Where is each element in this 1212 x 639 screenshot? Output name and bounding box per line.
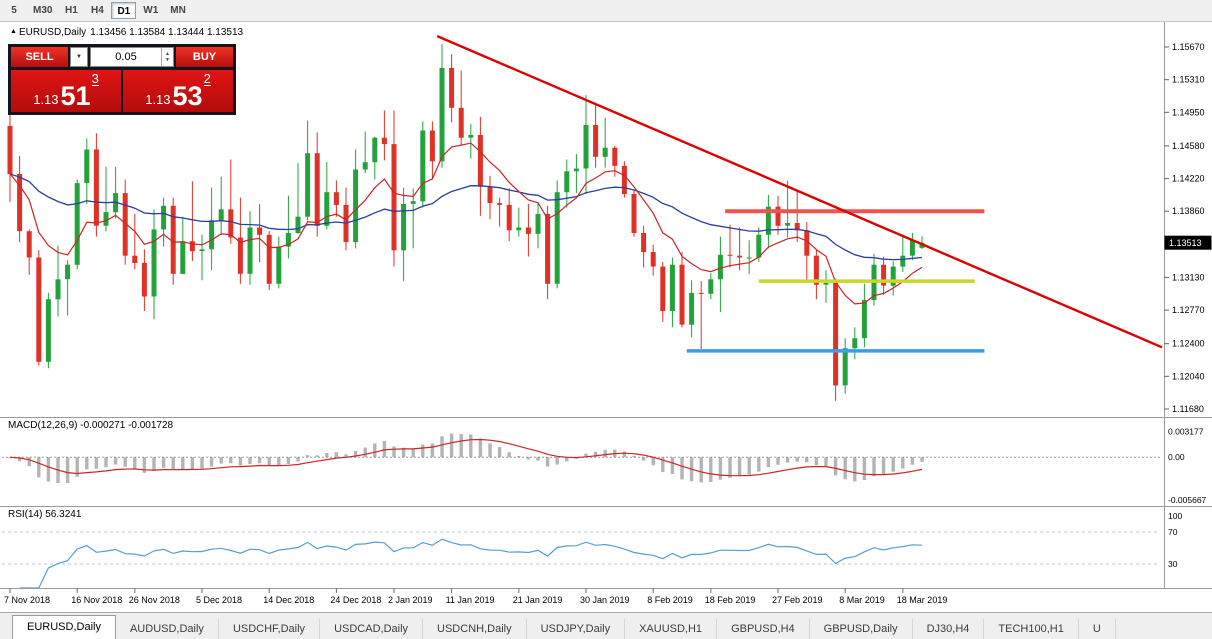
macd-histogram (8, 433, 924, 483)
svg-text:1.15670: 1.15670 (1172, 42, 1205, 52)
ma-fast-line (9, 142, 923, 305)
sell-price-pipette: 3 (91, 71, 99, 86)
svg-text:18 Mar 2019: 18 Mar 2019 (897, 595, 948, 605)
chevron-down-icon: ▼ (76, 54, 82, 60)
chart-symbol: EURUSD,Daily (18, 27, 87, 38)
svg-text:16 Nov 2018: 16 Nov 2018 (71, 595, 122, 605)
svg-text:26 Nov 2018: 26 Nov 2018 (129, 595, 180, 605)
chart-tab-usdcad-daily[interactable]: USDCAD,Daily (320, 619, 424, 639)
svg-text:1.14950: 1.14950 (1172, 107, 1205, 117)
current-price-text: 1.13513 (1169, 238, 1202, 248)
chart-tab-tech100-h1[interactable]: TECH100,H1 (984, 619, 1079, 639)
svg-text:8 Feb 2019: 8 Feb 2019 (647, 595, 693, 605)
timeframe-toolbar: 5 M30 H1 H4 D1 W1 MN (0, 0, 1212, 22)
svg-text:30: 30 (1168, 559, 1178, 569)
timeframe-button-w1[interactable]: W1 (138, 2, 163, 19)
stepper-up-icon: ▲ (165, 51, 170, 57)
one-click-trading-panel: SELL ▼ 0.05 ▲ ▼ BUY 1.13 51 3 1.13 53 2 (8, 44, 236, 115)
macd-label: MACD(12,26,9) -0.000271 -0.001728 (8, 420, 174, 431)
timeframe-button-5[interactable]: 5 (2, 2, 26, 19)
svg-text:14 Dec 2018: 14 Dec 2018 (263, 595, 314, 605)
timeframe-button-d1[interactable]: D1 (111, 2, 137, 19)
chart-tab-eurusd-daily[interactable]: EURUSD,Daily (12, 615, 116, 639)
symbol-marker-icon: ▲ (10, 28, 17, 35)
buy-button[interactable]: BUY (176, 47, 233, 67)
chart-tab-xauusd-h1[interactable]: XAUUSD,H1 (625, 619, 718, 639)
svg-text:8 Mar 2019: 8 Mar 2019 (839, 595, 885, 605)
stepper-down-icon: ▼ (165, 57, 170, 63)
timeframe-button-mn[interactable]: MN (165, 2, 191, 19)
volume-stepper[interactable]: ▲ ▼ (161, 48, 173, 66)
sell-price-pips: 51 (60, 81, 91, 111)
chart-title: ▲ EURUSD,Daily 1.13456 1.13584 1.13444 1.1… (10, 27, 247, 38)
svg-text:70: 70 (1168, 527, 1178, 537)
svg-text:5 Dec 2018: 5 Dec 2018 (196, 595, 242, 605)
ma-slow-line (9, 173, 923, 261)
svg-text:30 Jan 2019: 30 Jan 2019 (580, 595, 630, 605)
timeframe-button-h4[interactable]: H4 (85, 2, 109, 19)
svg-text:0.00: 0.00 (1168, 452, 1185, 462)
svg-text:1.14580: 1.14580 (1172, 141, 1205, 151)
timeframe-button-h1[interactable]: H1 (59, 2, 83, 19)
buy-price-figure: 1.13 (145, 92, 171, 107)
svg-text:100: 100 (1168, 511, 1182, 521)
svg-text:1.15310: 1.15310 (1172, 75, 1205, 85)
timeframe-button-m30[interactable]: M30 (28, 2, 57, 19)
volume-input[interactable]: 0.05 ▲ ▼ (90, 47, 174, 67)
svg-text:1.12770: 1.12770 (1172, 305, 1205, 315)
svg-text:1.14220: 1.14220 (1172, 174, 1205, 184)
svg-text:11 Jan 2019: 11 Jan 2019 (446, 595, 495, 605)
chart-ohlc-values: 1.13456 1.13584 1.13444 1.13513 (90, 27, 244, 38)
svg-text:27 Feb 2019: 27 Feb 2019 (772, 595, 823, 605)
svg-text:18 Feb 2019: 18 Feb 2019 (705, 595, 756, 605)
macd-signal-line (9, 438, 923, 477)
chart-tab-gbpusd-daily[interactable]: GBPUSD,Daily (810, 619, 913, 639)
svg-text:1.12040: 1.12040 (1172, 371, 1205, 381)
volume-dropdown-button[interactable]: ▼ (70, 47, 88, 67)
rsi-line (19, 538, 923, 589)
chart-tab-u[interactable]: U (1079, 619, 1116, 639)
svg-text:21 Jan 2019: 21 Jan 2019 (513, 595, 563, 605)
svg-text:1.13130: 1.13130 (1172, 272, 1205, 282)
svg-text:1.13860: 1.13860 (1172, 206, 1205, 216)
buy-price-display[interactable]: 1.13 53 2 (123, 70, 233, 112)
current-price-badge (1164, 235, 1212, 250)
chart-tab-usdjpy-daily[interactable]: USDJPY,Daily (527, 619, 626, 639)
svg-text:1.11680: 1.11680 (1172, 404, 1204, 414)
chart-tabs-bar: EURUSD,Daily AUDUSD,Daily USDCHF,Daily USDC… (0, 612, 1212, 639)
svg-text:0.003177: 0.003177 (1168, 427, 1204, 437)
svg-text:7 Nov 2018: 7 Nov 2018 (4, 595, 50, 605)
buy-price-pipette: 2 (203, 71, 211, 86)
sell-button[interactable]: SELL (11, 47, 68, 67)
volume-value: 0.05 (115, 51, 137, 63)
rsi-label: RSI(14) 56.3241 (8, 509, 82, 520)
svg-text:2 Jan 2019: 2 Jan 2019 (388, 595, 433, 605)
svg-text:1.12400: 1.12400 (1172, 339, 1205, 349)
sell-price-figure: 1.13 (33, 92, 59, 107)
sell-price-display[interactable]: 1.13 51 3 (11, 70, 121, 112)
buy-price-pips: 53 (172, 81, 203, 111)
svg-text:24 Dec 2018: 24 Dec 2018 (330, 595, 381, 605)
price-axis[interactable]: 1.15670 1.15310 1.14950 1.14580 1.14220 1.138… (1164, 42, 1205, 414)
chart-canvas[interactable]: 1.156701.153101.149501.145801.142201.138… (0, 22, 1212, 612)
chart-tab-audusd-daily[interactable]: AUDUSD,Daily (116, 619, 219, 639)
candles-layer (7, 44, 925, 401)
chart-tab-usdcnh-daily[interactable]: USDCNH,Daily (423, 619, 527, 639)
chart-tab-usdchf-daily[interactable]: USDCHF,Daily (219, 619, 321, 639)
svg-text:-0.005667: -0.005667 (1168, 495, 1207, 505)
chart-tab-dj30-h4[interactable]: DJ30,H4 (913, 619, 985, 639)
chart-tab-gbpusd-h4[interactable]: GBPUSD,H4 (717, 619, 810, 639)
time-axis[interactable]: 7 Nov 2018 16 Nov 2018 26 Nov 2018 5 Dec 20… (4, 588, 948, 606)
descending-trendline[interactable] (436, 34, 1163, 349)
